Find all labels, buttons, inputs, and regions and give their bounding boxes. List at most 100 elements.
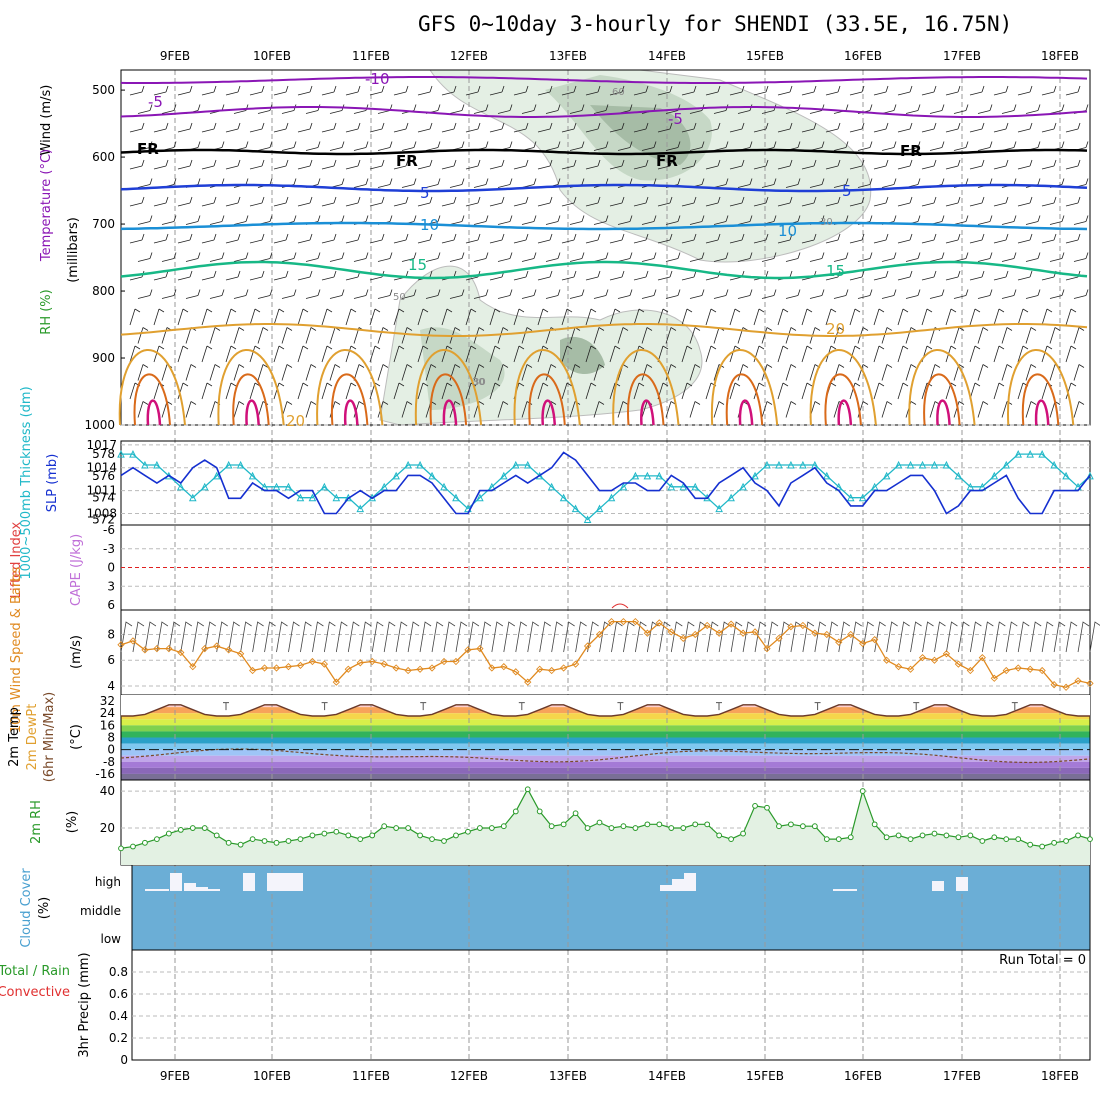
wind-barb	[657, 122, 673, 133]
temp-contour	[330, 373, 369, 426]
wind-barb	[449, 252, 465, 262]
thickness-tick: 578	[92, 447, 115, 461]
wind-barb	[617, 215, 633, 225]
wind-barb	[201, 382, 213, 400]
wind-barb	[785, 327, 797, 344]
wind-barb	[225, 196, 241, 207]
wind-barb	[897, 270, 913, 281]
wind-barb	[323, 621, 336, 653]
wind-barb	[201, 345, 213, 363]
wind-barb	[371, 621, 384, 653]
wind-barb	[521, 327, 533, 344]
wind-barb	[177, 159, 193, 170]
wind-barb	[369, 308, 381, 326]
axis-label: (millibars)	[66, 217, 81, 283]
wind-barb	[1001, 289, 1017, 299]
wind-barb	[257, 141, 273, 151]
wind-barb	[425, 178, 441, 188]
thickness-point	[153, 460, 161, 469]
wind-barb	[273, 85, 289, 96]
wind-barb	[465, 345, 477, 363]
temp-band	[121, 761, 1090, 768]
wind-barb	[407, 621, 420, 653]
wind-barb	[273, 196, 289, 207]
wind-barb	[465, 308, 477, 326]
wind-barb	[761, 289, 777, 299]
thickness-point	[464, 504, 472, 513]
wind-barb	[513, 270, 529, 281]
wind-barb	[689, 401, 701, 418]
wind-barb	[881, 141, 897, 151]
wind-barb	[881, 327, 893, 344]
wind-barb	[1017, 270, 1033, 281]
slp-line	[120, 451, 1091, 515]
cloud-block	[170, 873, 182, 891]
wind-barb	[1017, 159, 1033, 170]
thickness-point	[428, 471, 436, 480]
wind-barb	[441, 196, 457, 207]
wind-barb	[705, 159, 721, 170]
wind-barb	[153, 196, 169, 207]
rh-point	[273, 839, 280, 846]
date-label: 16FEB	[844, 1069, 882, 1083]
rh-point	[1075, 832, 1081, 839]
wind-barb	[729, 196, 745, 207]
thickness-point	[296, 493, 305, 502]
wind-speed-point	[213, 642, 221, 650]
wind-barb	[857, 141, 873, 151]
li-tick: -6	[103, 523, 115, 537]
rh-point	[560, 821, 567, 828]
wind-barb	[153, 233, 169, 244]
axis-label: SLP (mb)	[45, 454, 60, 513]
wind-barb	[1001, 252, 1017, 262]
wind-barb	[897, 196, 913, 207]
date-label: 9FEB	[160, 49, 190, 63]
wind-barb	[665, 289, 681, 299]
wind-barb	[177, 196, 193, 207]
wind-barb	[1005, 621, 1018, 653]
wind-barb	[905, 289, 921, 299]
wind-barb	[225, 85, 241, 96]
wind-barb	[633, 85, 649, 96]
wind-speed-point	[559, 664, 568, 672]
wind-barb	[593, 104, 609, 114]
wind-barb	[537, 196, 553, 207]
wind-barb	[431, 621, 444, 653]
wind-barb	[737, 364, 749, 381]
temp-contour	[120, 76, 1088, 84]
rh-point	[465, 828, 471, 835]
wind-speed-point	[727, 620, 735, 628]
wind-barb	[897, 308, 909, 326]
wind-barb	[417, 85, 433, 96]
wind-barb	[801, 85, 817, 96]
wind-barb	[297, 85, 313, 96]
wind-speed-point	[787, 623, 795, 631]
wind-barb	[801, 196, 817, 207]
thickness-point	[1014, 449, 1023, 458]
wind-barb	[185, 401, 197, 418]
thickness-point	[212, 471, 221, 480]
rh-point	[357, 836, 364, 843]
wind-barb	[297, 308, 309, 326]
rh-line	[120, 787, 1091, 849]
rh-point	[1003, 836, 1010, 843]
wind-barb	[312, 621, 324, 653]
wind-barb	[801, 159, 817, 170]
wind-barb	[1001, 327, 1013, 344]
contour-label: -10	[365, 70, 390, 88]
wind-barb	[300, 621, 312, 653]
wind-barb	[633, 159, 649, 170]
wind-speed-point	[1014, 664, 1022, 672]
thickness-point	[990, 471, 999, 480]
wind-barb	[809, 252, 825, 262]
wind-barb	[161, 104, 177, 114]
run-total: Run Total = 0	[999, 953, 1086, 968]
pressure-tick: 500	[92, 83, 115, 97]
cloud-block	[932, 881, 944, 891]
wind-barb	[881, 401, 893, 418]
temp-contour	[245, 399, 260, 426]
wind-barb	[609, 159, 625, 170]
temp-contour	[738, 399, 754, 426]
